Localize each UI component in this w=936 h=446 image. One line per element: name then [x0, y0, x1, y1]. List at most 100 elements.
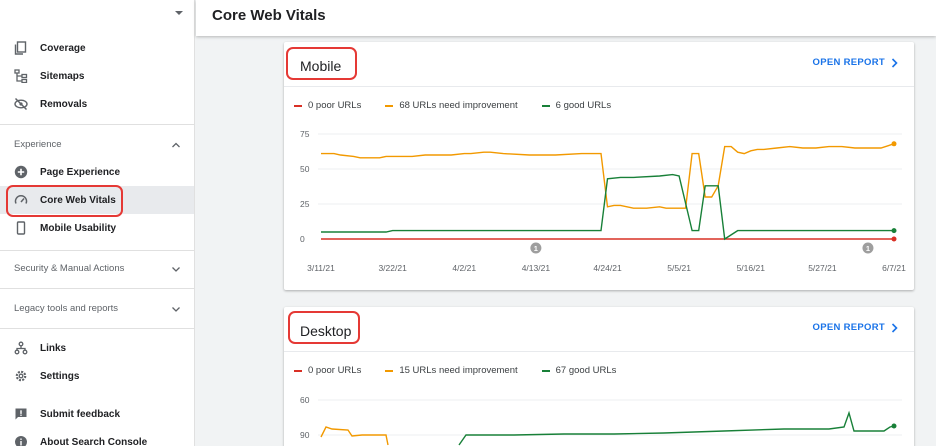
series-endpoint [891, 236, 897, 242]
desktop-chart: 60 90 [300, 395, 902, 446]
y-tick-label: 50 [300, 164, 310, 174]
legend-swatch [541, 369, 550, 372]
series-line-needs-improvement [320, 426, 389, 446]
page-title: Core Web Vitals [212, 7, 326, 24]
mobile-chart: 0 25 50 75 3/11/21 3/22/21 4/2/21 4/13/21 4/24/2… [300, 129, 906, 273]
legend-good[interactable]: 6 good URLs [541, 100, 611, 111]
y-tick-label: 0 [300, 234, 305, 244]
sidebar-item-links[interactable]: Links [0, 334, 194, 362]
mobile-report-card: Mobile OPEN REPORT 0 poor URLs 68 URLs n… [284, 42, 914, 290]
highlight-annotation [6, 185, 123, 217]
y-tick-label: 25 [300, 199, 310, 209]
sidebar-item-label: Mobile Usability [40, 222, 117, 234]
x-tick-label: 3/11/21 [307, 263, 335, 273]
sidebar-item-label: Submit feedback [40, 408, 121, 420]
legend-good[interactable]: 67 good URLs [541, 365, 617, 376]
card-title-mobile: Mobile [300, 58, 342, 74]
highlight-annotation [288, 311, 360, 344]
section-security[interactable]: Security & Manual Actions [0, 254, 194, 284]
open-report-link-desktop[interactable]: OPEN REPORT [813, 322, 898, 333]
legend-label: 0 poor URLs [308, 100, 362, 111]
sidebar-item-mobile-usability[interactable]: Mobile Usability [0, 214, 194, 242]
sidebar-item-label: Coverage [40, 42, 86, 54]
card-divider [284, 86, 914, 87]
sidebar-item-page-experience[interactable]: Page Experience [0, 158, 194, 186]
info-icon [15, 436, 27, 446]
legend-label: 67 good URLs [555, 365, 617, 376]
speedometer-icon [14, 194, 28, 204]
y-tick-label: 90 [300, 430, 310, 440]
section-experience[interactable]: Experience [0, 130, 194, 160]
series-line-good [458, 410, 895, 446]
sidebar-item-label: Removals [40, 98, 88, 110]
legend-poor[interactable]: 0 poor URLs [294, 365, 361, 376]
series-line [321, 173, 894, 241]
phone-icon [16, 221, 26, 235]
x-tick-label: 4/24/21 [593, 263, 622, 273]
annotation-marker [530, 242, 542, 254]
annotation-label: 1 [534, 244, 538, 253]
series-endpoint [891, 228, 897, 234]
sidebar-item-label: Settings [40, 370, 80, 382]
annotation-label: 1 [866, 244, 870, 253]
sidebar-divider [0, 250, 194, 251]
sidebar-item-label: About Search Console [40, 436, 148, 446]
sidebar-item-about[interactable]: About Search Console [0, 428, 194, 446]
section-label: Legacy tools and reports [14, 303, 119, 314]
chevron-down-icon [172, 267, 180, 272]
dropdown-arrow-icon [175, 11, 183, 15]
sidebar-item-label: Page Experience [40, 166, 121, 178]
x-tick-label: 4/13/21 [522, 263, 551, 273]
links-icon [14, 341, 28, 355]
legend-needs-improvement[interactable]: 15 URLs need improvement [385, 365, 518, 376]
series-endpoint [891, 141, 897, 147]
x-tick-label: 5/16/21 [737, 263, 766, 273]
legend-swatch [541, 104, 550, 107]
chevron-right-icon [891, 322, 898, 333]
sidebar-divider [0, 328, 194, 329]
sidebar-item-coverage[interactable]: Coverage [0, 34, 194, 62]
legend-swatch [385, 369, 394, 372]
sidebar-divider [0, 288, 194, 289]
section-legacy[interactable]: Legacy tools and reports [0, 294, 194, 324]
series-line [321, 143, 895, 209]
sidebar-item-core-web-vitals[interactable]: Core Web Vitals [0, 186, 194, 214]
legend-swatch [294, 369, 302, 372]
legend-poor[interactable]: 0 poor URLs [294, 100, 361, 111]
legend-label: 0 poor URLs [308, 365, 362, 376]
highlight-annotation [286, 47, 357, 80]
plus-circle-icon [14, 165, 28, 179]
card-divider [284, 351, 914, 352]
section-label: Security & Manual Actions [14, 263, 125, 274]
x-tick-label: 5/27/21 [808, 263, 837, 273]
sidebar-item-sitemaps[interactable]: Sitemaps [0, 62, 194, 90]
settings-icon [15, 370, 27, 382]
chevron-down-icon [172, 307, 180, 312]
series-endpoint [891, 423, 897, 429]
legend-needs-improvement[interactable]: 68 URLs need improvement [385, 100, 518, 111]
property-selector[interactable] [0, 0, 194, 30]
coverage-icon [14, 41, 27, 55]
sidebar-item-label: Core Web Vitals [40, 194, 116, 206]
chevron-up-icon [172, 142, 180, 148]
feedback-icon [15, 408, 27, 420]
sidebar-item-settings[interactable]: Settings [0, 362, 194, 390]
card-title-desktop: Desktop [300, 323, 352, 339]
open-report-label: OPEN REPORT [812, 57, 885, 68]
legend-label: 68 URLs need improvement [399, 100, 518, 111]
top-header: Core Web Vitals [196, 0, 936, 36]
annotation-marker [862, 242, 874, 254]
sidebar-item-label: Links [40, 342, 67, 354]
open-report-link-mobile[interactable]: OPEN REPORT [813, 57, 898, 68]
sidebar-item-submit-feedback[interactable]: Submit feedback [0, 400, 194, 428]
legend-label: 15 URLs need improvement [399, 365, 518, 376]
legend-swatch [294, 104, 302, 107]
x-tick-label: 3/22/21 [378, 263, 407, 273]
section-label: Experience [14, 139, 62, 150]
desktop-report-card: Desktop OPEN REPORT 0 poor URLs 15 URLs … [284, 307, 914, 446]
y-tick-label: 75 [300, 129, 310, 139]
x-tick-label: 6/7/21 [882, 263, 906, 273]
sidebar-item-removals[interactable]: Removals [0, 90, 194, 118]
x-tick-label: 4/2/21 [452, 263, 476, 273]
sidebar-divider [0, 124, 194, 125]
